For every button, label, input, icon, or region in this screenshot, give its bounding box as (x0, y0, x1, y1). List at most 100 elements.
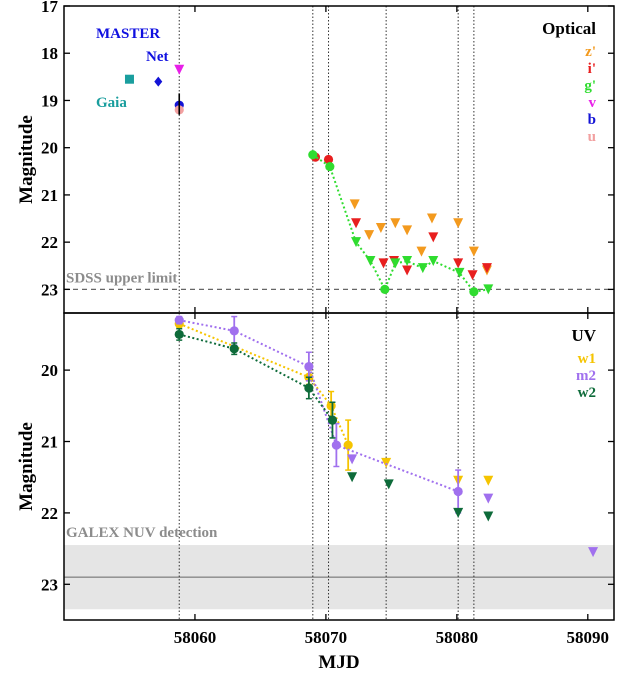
y-tick-label: 22 (41, 233, 58, 252)
y-tick-label: 20 (41, 361, 58, 380)
upper-limit-marker (365, 256, 376, 267)
upper-limit-marker (402, 256, 413, 267)
upper-limit-marker (381, 457, 392, 468)
upper-limit-marker (174, 64, 185, 75)
optical-panel: SDSS upper limit MASTER Net Gaia 17 18 19 20 21 2… (16, 0, 615, 314)
y-tick-label: 19 (41, 91, 58, 110)
series-v (174, 64, 185, 75)
upper-limit-marker (467, 270, 478, 281)
upper-limit-marker (468, 246, 479, 257)
upper-limit-marker (416, 246, 427, 257)
x-axis-title: MJD (318, 652, 359, 673)
data-point-square (124, 74, 134, 84)
upper-limit-marker (426, 213, 437, 224)
data-point (304, 361, 314, 372)
data-point (304, 383, 314, 393)
series-i (310, 152, 492, 281)
series-m2 (174, 315, 599, 558)
upper-limit-marker (364, 230, 375, 241)
upper-limit-marker (454, 267, 465, 278)
upper-limit-marker (383, 479, 394, 490)
y-tick-label: 17 (41, 0, 59, 16)
upper-limit-marker (428, 256, 439, 267)
upper-limit-marker (390, 258, 401, 269)
data-point (469, 287, 479, 297)
legend-title: Optical (542, 19, 596, 38)
annotation-gaia: Gaia (96, 95, 127, 111)
upper-limit-marker (351, 218, 362, 229)
upper-limit-marker (347, 472, 358, 483)
upper-limit-marker (417, 263, 428, 274)
series-w1 (174, 319, 494, 486)
series-connector (178, 333, 334, 421)
upper-limit-marker (378, 258, 389, 269)
x-tick-label: 58080 (436, 628, 479, 647)
panel-frame (63, 312, 615, 621)
legend-entry: z' (585, 44, 596, 60)
upper-limit-marker (428, 232, 439, 243)
y-tick-label: 23 (41, 575, 58, 594)
annotation-net: Net (146, 49, 169, 65)
x-tick-label: 58090 (567, 628, 610, 647)
legend-entry: v (589, 95, 597, 111)
data-point (327, 415, 338, 425)
data-point (323, 154, 334, 165)
series-w2 (174, 327, 494, 522)
upper-limit-marker (347, 454, 358, 465)
data-point (174, 315, 184, 325)
legend-entry: w1 (578, 351, 596, 367)
upper-limit-marker (351, 237, 362, 248)
data-point (229, 326, 239, 336)
legend-entry: b (588, 112, 596, 128)
upper-limit-marker (349, 199, 360, 210)
x-tick-label: 58060 (174, 628, 217, 647)
y-axis-title: Magnitude (16, 115, 37, 204)
data-point (453, 486, 463, 497)
data-point (326, 401, 336, 411)
y-tick-label: 23 (41, 280, 58, 299)
x-tick-label: 58070 (305, 628, 348, 647)
data-point (308, 150, 318, 160)
data-point (174, 329, 184, 340)
series-connector (178, 322, 350, 446)
uv-panel: GALEX NUV detection 20 21 22 23 58060 58070 580… (16, 312, 615, 673)
y-tick-label: 21 (41, 186, 58, 205)
legend-entry: u (588, 129, 596, 145)
reference-band-label: GALEX NUV detection (66, 525, 218, 541)
data-point (331, 440, 341, 450)
data-point (325, 161, 335, 172)
upper-limit-marker (375, 222, 386, 233)
data-point (380, 284, 390, 294)
upper-limit-marker (481, 263, 492, 274)
legend-entry: g' (584, 78, 596, 94)
data-point (229, 344, 239, 354)
series-g (308, 150, 494, 297)
reference-line-label: SDSS upper limit (66, 270, 177, 286)
upper-limit-marker (483, 511, 494, 522)
upper-limit-marker (483, 284, 494, 295)
upper-limit-marker (483, 475, 494, 486)
legend-title: UV (571, 326, 596, 345)
upper-limit-marker (483, 493, 494, 504)
data-point-diamond (154, 76, 163, 87)
y-tick-label: 18 (41, 44, 58, 63)
series-gaia (124, 74, 134, 84)
upper-limit-marker (402, 225, 413, 236)
legend-entry: w2 (578, 385, 596, 401)
upper-limit-marker (402, 265, 413, 276)
legend-entry: i' (588, 61, 596, 77)
legend-entry: m2 (576, 368, 596, 384)
series-connector (312, 153, 489, 293)
data-point (343, 440, 353, 450)
annotation-master: MASTER (96, 26, 160, 42)
series-connector (179, 319, 459, 493)
upper-limit-marker (390, 218, 401, 229)
y-tick-label: 21 (41, 433, 58, 452)
upper-limit-marker (588, 547, 599, 558)
upper-limit-marker (453, 258, 464, 269)
y-tick-label: 20 (41, 139, 58, 158)
upper-limit-marker (453, 218, 464, 229)
y-axis-title: Magnitude (16, 422, 37, 511)
y-tick-label: 22 (41, 504, 58, 523)
